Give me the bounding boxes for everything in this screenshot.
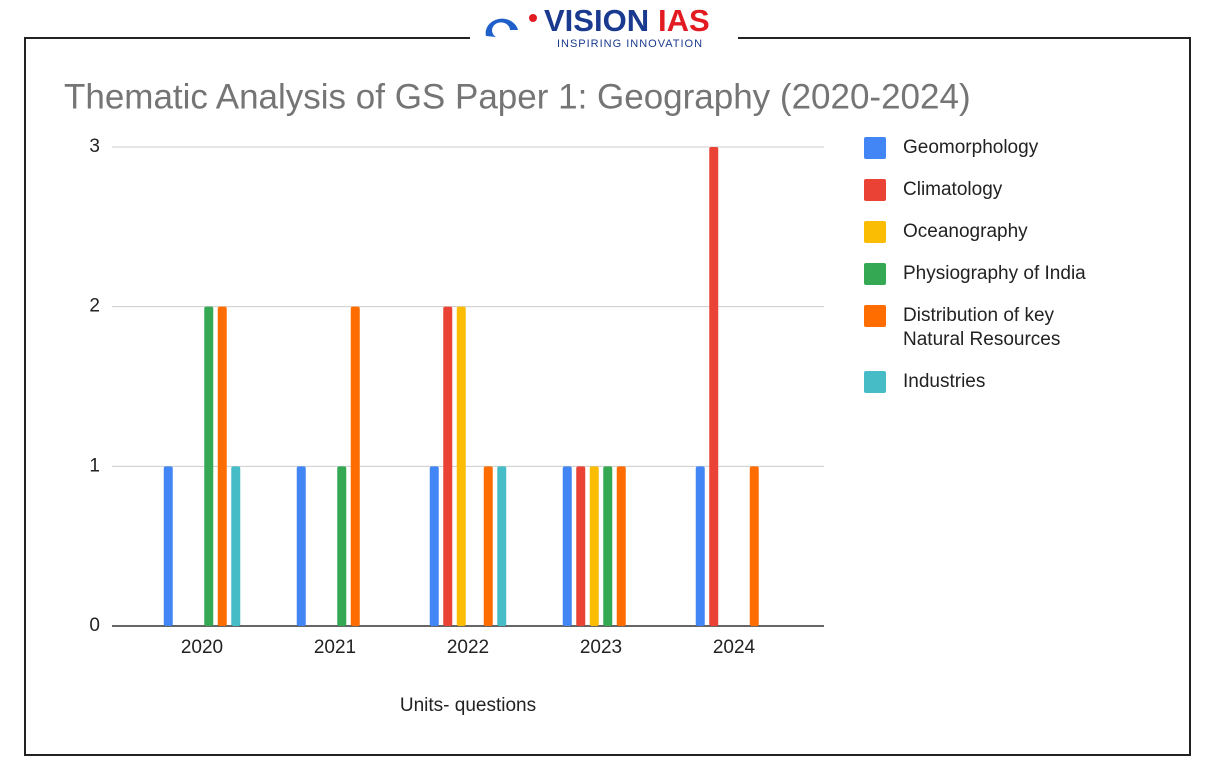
bar: [576, 466, 586, 626]
bar: [296, 466, 306, 626]
bar: [217, 306, 227, 626]
chart-title: Thematic Analysis of GS Paper 1: Geograp…: [64, 77, 971, 116]
legend-swatch: [864, 179, 886, 201]
legend-swatch: [864, 263, 886, 285]
legend-item: Distribution of key Natural Resources: [864, 304, 1114, 352]
legend-label: Industries: [903, 371, 986, 392]
legend-swatch: [864, 371, 886, 393]
y-tick-label: 1: [89, 455, 100, 476]
bar: [709, 147, 719, 626]
legend-swatch: [864, 221, 886, 243]
legend-item: Oceanography: [864, 220, 1114, 244]
logo-text: IAS: [658, 3, 710, 38]
bar: [429, 466, 439, 626]
bar: [589, 466, 599, 626]
bar: [497, 466, 507, 626]
logo: VISION IAS INSPIRING INNOVATION: [485, 3, 710, 50]
legend-swatch: [864, 137, 886, 159]
legend-item: Physiography of India: [864, 262, 1114, 286]
legend-item: Geomorphology: [864, 136, 1114, 160]
bar: [456, 306, 466, 626]
bar: [616, 466, 626, 626]
bar: [350, 306, 360, 626]
bar: [163, 466, 173, 626]
bar: [695, 466, 705, 626]
legend: Geomorphology Climatology Oceanography Phys…: [864, 136, 1114, 412]
x-tick-label: 2021: [314, 637, 356, 658]
bar: [337, 466, 347, 626]
bar: [562, 466, 572, 626]
x-tick-label: 2023: [580, 637, 622, 658]
y-tick-label: 2: [89, 296, 100, 317]
logo-tagline: INSPIRING INNOVATION: [557, 38, 703, 50]
y-tick-label: 0: [89, 615, 100, 636]
bar: [603, 466, 613, 626]
legend-item: Industries: [864, 370, 1114, 394]
legend-label: Physiography of India: [903, 263, 1086, 284]
x-tick-label: 2020: [181, 637, 223, 658]
x-axis-title: Units- questions: [400, 695, 536, 716]
x-tick-label: 2022: [447, 637, 489, 658]
bar: [749, 466, 759, 626]
legend-label: Distribution of key Natural Resources: [903, 305, 1061, 350]
bar: [204, 306, 214, 626]
y-tick-label: 3: [89, 136, 100, 157]
logo-icon: [485, 18, 518, 37]
logo-dot: [529, 14, 537, 22]
legend-label: Geomorphology: [903, 137, 1039, 158]
bar: [231, 466, 241, 626]
bar: [443, 306, 453, 626]
legend-label: Oceanography: [903, 221, 1028, 242]
logo-background: [470, 10, 738, 54]
bar: [483, 466, 493, 626]
legend-label: Climatology: [903, 179, 1003, 200]
x-tick-label: 2024: [713, 637, 756, 658]
logo-text: VISION: [544, 3, 649, 38]
legend-swatch: [864, 305, 886, 327]
legend-item: Climatology: [864, 178, 1114, 202]
